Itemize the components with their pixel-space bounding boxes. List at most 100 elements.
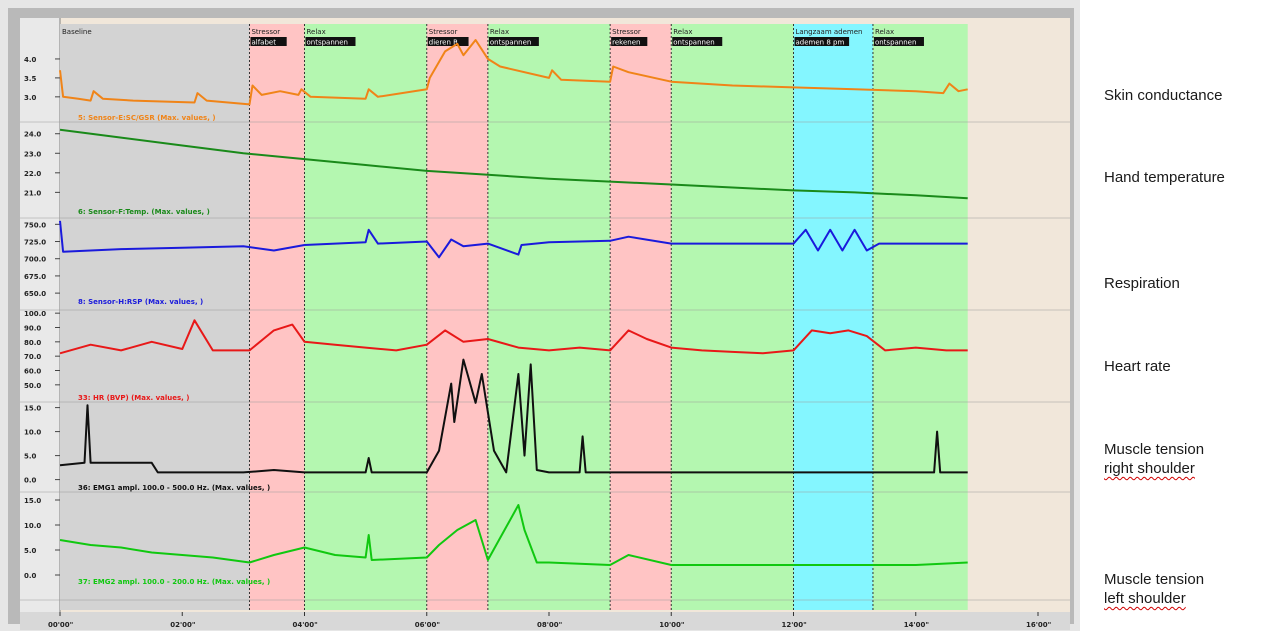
- series-line: [59, 220, 968, 259]
- y-tick-label: 725.0: [24, 239, 46, 247]
- x-tick-label: 00'00": [48, 621, 73, 629]
- y-tick-label: 3.5: [24, 75, 37, 83]
- signal-legend: Skin conductance Hand temperature Respirat…: [1100, 0, 1270, 631]
- signal-label: Heart rate: [1104, 357, 1171, 376]
- signal-panel: 750.0 725.0 700.0 675.0 650.0 8: Sensor-H:RSP…: [20, 220, 1070, 311]
- segment-label: Stressor: [429, 28, 458, 36]
- segment-sublabel: ontspannen: [673, 39, 714, 47]
- y-tick-label: 24.0: [24, 131, 41, 139]
- segment-sublabel-bg: [488, 37, 539, 46]
- signal-panel: 15.0 10.0 5.0 0.0 36: EMG1 ampl. 100.0 - 500…: [20, 358, 1070, 493]
- x-tick-label: 16'00": [1026, 621, 1051, 629]
- signal-label-line: left shoulder: [1104, 590, 1186, 607]
- y-tick-label: 70.0: [24, 353, 41, 361]
- signal-label: Muscle tension left shoulder: [1104, 570, 1204, 608]
- segment-label: Relax: [490, 28, 509, 36]
- biofeedback-chart: Baseline Stressor alfabet Relax ontspannen St…: [0, 0, 1080, 631]
- segment-band: [671, 24, 794, 610]
- segment-band: [793, 24, 873, 610]
- signal-label-line: Respiration: [1104, 275, 1180, 292]
- segment-sublabel-bg: [611, 37, 648, 46]
- series-line: [59, 39, 968, 106]
- segment-sublabel-bg: [427, 37, 469, 46]
- segment-band: [249, 24, 305, 610]
- series-name: 5: Sensor-E:SC/GSR (Max. values, ): [78, 114, 216, 122]
- y-tick-label: 21.0: [24, 189, 41, 197]
- series-line: [59, 128, 968, 200]
- segment-sublabel-bg: [794, 37, 850, 46]
- segment-label: Stressor: [251, 28, 280, 36]
- y-tick-label: 700.0: [24, 256, 46, 264]
- segment-sublabel: alfabet: [251, 39, 276, 47]
- y-tick-label: 4.0: [24, 56, 37, 64]
- segment-bands: [60, 24, 968, 610]
- y-tick-label: 90.0: [24, 325, 41, 333]
- signal-panel: 24.0 23.0 22.0 21.0 6: Sensor-F:Temp. (Max. …: [20, 128, 1070, 219]
- series-line: [59, 319, 968, 355]
- signal-panel: 100.0 90.0 80.0 70.0 60.0 50.0 33: HR (BVP) (M…: [20, 310, 1070, 403]
- x-tick-label: 12'00": [782, 621, 807, 629]
- segment-label: Relax: [307, 28, 326, 36]
- x-tick-label: 04'00": [293, 621, 318, 629]
- y-tick-label: 0.0: [24, 477, 37, 485]
- signal-label: Skin conductance: [1104, 86, 1222, 105]
- signal-label-line: Hand temperature: [1104, 169, 1225, 186]
- signal-label-line: Muscle tension: [1104, 571, 1205, 588]
- segment-sublabel-bg: [672, 37, 723, 46]
- y-tick-label: 3.0: [24, 94, 37, 102]
- y-axis-area: [20, 18, 60, 612]
- chart-frame: Baseline Stressor alfabet Relax ontspannen St…: [0, 0, 1080, 631]
- segment-sublabel: dieren R: [429, 39, 458, 47]
- y-tick-label: 10.0: [24, 429, 41, 437]
- series-name: 33: HR (BVP) (Max. values, ): [78, 394, 189, 402]
- segment-label: Relax: [875, 28, 894, 36]
- x-tick-label: 14'00": [904, 621, 929, 629]
- series-line: [59, 504, 968, 566]
- signal-label-line: right shoulder: [1104, 460, 1195, 477]
- segment-label: Langzaam ademen: [796, 28, 863, 36]
- signal-label-line: Heart rate: [1104, 358, 1171, 375]
- y-tick-label: 60.0: [24, 368, 41, 376]
- signal-label-line: Muscle tension: [1104, 441, 1205, 458]
- y-tick-label: 675.0: [24, 273, 46, 281]
- x-tick-label: 10'00": [659, 621, 684, 629]
- x-tick-label: 06'00": [415, 621, 440, 629]
- segment-band: [487, 24, 611, 610]
- segment-sublabel: rekenen: [612, 39, 640, 47]
- segment-sublabel-bg: [873, 37, 924, 46]
- segment-band: [426, 24, 488, 610]
- y-tick-label: 650.0: [24, 290, 46, 298]
- segment-sublabel-bg: [250, 37, 287, 46]
- segment-label: Relax: [673, 28, 692, 36]
- segment-sublabel: ontspannen: [875, 39, 916, 47]
- x-tick-label: 02'00": [170, 621, 195, 629]
- signal-panel: 4.0 3.5 3.0 5: Sensor-E:SC/GSR (Max. values…: [20, 39, 1070, 123]
- time-axis: 00'00" 02'00" 04'00" 06'00" 08'00" 10'00" 12'0…: [48, 612, 1051, 629]
- y-tick-label: 10.0: [24, 522, 41, 530]
- segment-band: [872, 24, 968, 610]
- segment-label: Baseline: [62, 28, 92, 36]
- y-tick-label: 15.0: [24, 405, 41, 413]
- y-tick-label: 0.0: [24, 572, 37, 580]
- signal-label-line: Skin conductance: [1104, 87, 1223, 104]
- y-tick-label: 5.0: [24, 453, 37, 461]
- segment-band: [610, 24, 672, 610]
- y-tick-label: 100.0: [24, 310, 46, 318]
- y-tick-label: 5.0: [24, 547, 37, 555]
- segment-label: Stressor: [612, 28, 641, 36]
- series-name: 36: EMG1 ampl. 100.0 - 500.0 Hz. (Max. v…: [78, 484, 270, 492]
- y-tick-label: 15.0: [24, 497, 41, 505]
- segment-sublabel: ademen 8 pm: [796, 39, 845, 47]
- y-tick-label: 80.0: [24, 339, 41, 347]
- series-name: 8: Sensor-H:RSP (Max. values, ): [78, 298, 203, 306]
- series-name: 37: EMG2 ampl. 100.0 - 200.0 Hz. (Max. v…: [78, 578, 270, 586]
- series-line: [59, 358, 968, 474]
- segment-labels: Baseline Stressor alfabet Relax ontspannen St…: [62, 28, 924, 47]
- x-tick-label: 08'00": [537, 621, 562, 629]
- y-tick-label: 50.0: [24, 382, 41, 390]
- signal-label: Hand temperature: [1104, 168, 1225, 187]
- signal-label: Respiration: [1104, 274, 1180, 293]
- time-axis-area: [20, 612, 1070, 630]
- y-tick-label: 750.0: [24, 221, 46, 229]
- y-tick-label: 22.0: [24, 170, 41, 178]
